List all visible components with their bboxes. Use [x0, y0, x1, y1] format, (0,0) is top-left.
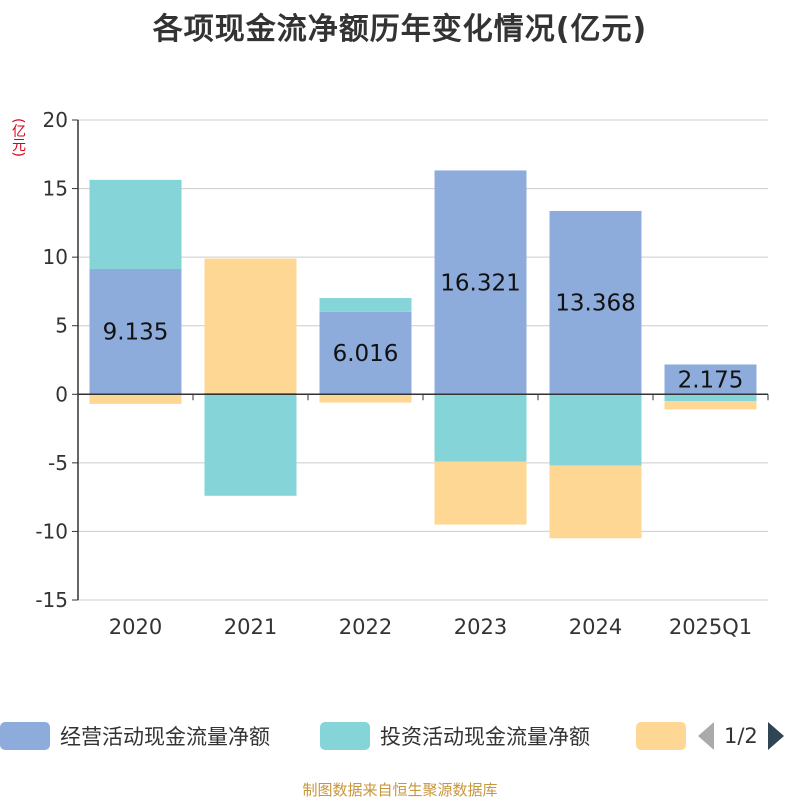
bar-series0-2020 [89, 269, 182, 395]
x-tick-label-2021: 2021 [224, 615, 277, 639]
y-tick-label: -15 [35, 588, 68, 612]
y-axis-unit-label: (亿元) [10, 118, 26, 157]
bar-series1-2023 [434, 394, 527, 462]
chart-plot: 20 15 10 5 0 -5 -10 -15 2020 2021 2022 2023 2024 2025… [35, 108, 769, 639]
legend-prev-page-icon[interactable] [698, 722, 714, 750]
bar-series1-2022 [319, 298, 412, 312]
y-tick-label: 0 [55, 382, 68, 406]
bar-series1-2021 [204, 394, 297, 496]
y-tick-label: 5 [55, 314, 68, 338]
legend-item-financing[interactable] [636, 718, 686, 754]
legend-swatch-operating [0, 722, 50, 750]
bar-series2-2021 [204, 258, 297, 393]
x-tick-label-2020: 2020 [109, 615, 162, 639]
x-tick-label-2025Q1: 2025Q1 [669, 615, 752, 639]
legend-item-operating[interactable]: 经营活动现金流量净额 [0, 718, 270, 754]
data-label-2020: 9.135 [103, 320, 169, 346]
bar-series0-2024 [549, 210, 642, 395]
bar-series1-2024 [549, 394, 642, 466]
chart-title: 各项现金流净额历年变化情况(亿元) [152, 12, 648, 47]
bar-series0-2025Q1 [664, 364, 757, 395]
legend: 经营活动现金流量净额 投资活动现金流量净额 1/2 [0, 716, 800, 756]
y-tick-label: 15 [43, 177, 68, 201]
bar-series0-2022 [319, 311, 412, 395]
bar-series2-2022 [319, 394, 412, 403]
y-tick-label: 20 [43, 108, 68, 132]
data-label-2024: 13.368 [555, 291, 635, 317]
legend-swatch-financing [636, 722, 686, 750]
legend-swatch-investing [320, 722, 370, 750]
legend-next-page-icon[interactable] [767, 722, 784, 750]
x-tick-label-2022: 2022 [339, 615, 392, 639]
y-tick-label: -10 [35, 519, 68, 543]
legend-item-investing[interactable]: 投资活动现金流量净额 [320, 718, 590, 754]
data-source-note: 制图数据来自恒生聚源数据库 [302, 781, 498, 799]
legend-label-investing: 投资活动现金流量净额 [380, 725, 590, 749]
data-label-2023: 16.321 [440, 270, 520, 296]
bar-series2-2023 [434, 461, 527, 525]
legend-pager: 1/2 [698, 718, 784, 754]
data-label-2022: 6.016 [333, 341, 399, 367]
bar-series2-2025Q1 [664, 401, 757, 410]
bar-series1-2025Q1 [664, 394, 757, 402]
x-tick-label-2024: 2024 [569, 615, 622, 639]
legend-label-operating: 经营活动现金流量净额 [60, 725, 270, 749]
bar-series1-2020 [89, 179, 182, 270]
bar-series2-2024 [549, 465, 642, 539]
data-label-2025Q1: 2.175 [678, 367, 744, 393]
bar-series0-2023 [434, 170, 527, 395]
x-tick-label-2023: 2023 [454, 615, 507, 639]
legend-page-indicator: 1/2 [724, 724, 758, 748]
y-tick-label: -5 [48, 451, 68, 475]
y-tick-label: 10 [43, 245, 68, 269]
bar-series2-2020 [89, 394, 182, 404]
